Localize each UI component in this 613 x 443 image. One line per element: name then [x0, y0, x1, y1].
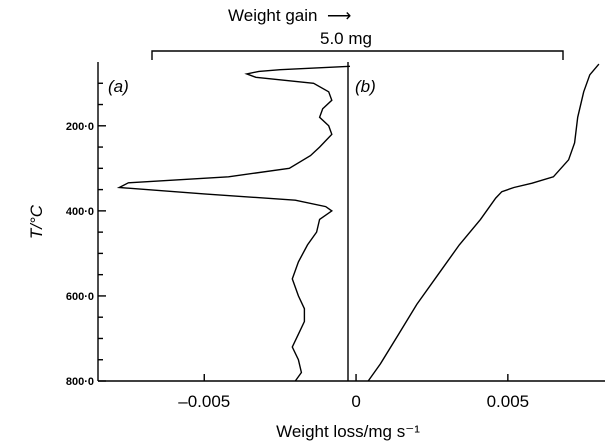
y-tick-label: 200·0	[66, 121, 94, 133]
x-axis-tick-labels: –0.005 0 0.005	[178, 392, 529, 411]
weight-gain-label: Weight gain	[228, 6, 317, 25]
weight-gain-value: 5.0 mg	[320, 29, 372, 48]
y-axis-ticks	[98, 82, 106, 382]
y-axis-tick-labels: 200·0 400·0 600·0 800·0	[66, 121, 94, 388]
x-tick-label: 0.005	[487, 392, 530, 411]
x-tick-label: –0.005	[178, 392, 230, 411]
x-axis-title: Weight loss/mg s⁻¹	[276, 422, 420, 441]
y-tick-label: 400·0	[66, 206, 94, 218]
weight-gain-bracket	[151, 50, 564, 60]
weight-gain-scale: Weight gain ⟶ 5.0 mg	[151, 6, 564, 60]
panel-a-label: (a)	[108, 77, 129, 96]
series-trace-panel-b	[367, 63, 600, 382]
y-axis-title: T/°C	[27, 204, 46, 239]
y-tick-label: 600·0	[66, 291, 94, 303]
x-tick-label: 0	[351, 392, 360, 411]
series-layer	[116, 63, 600, 382]
weight-gain-arrow: ⟶	[327, 6, 351, 25]
series-trace-panel-a	[116, 65, 351, 382]
y-tick-label: 800·0	[66, 376, 94, 388]
x-axis-ticks	[203, 374, 509, 381]
panel-b-label: (b)	[355, 77, 376, 96]
